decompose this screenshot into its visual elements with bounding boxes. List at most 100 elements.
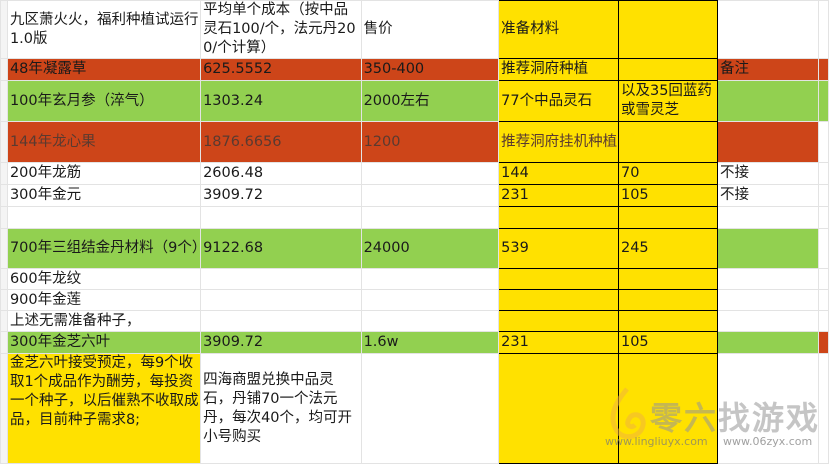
cell[interactable]: 2606.48 [200,162,362,185]
row-gutter[interactable] [0,289,8,311]
cell[interactable]: 700年三组结金丹材料（9个） [6,228,202,269]
cell[interactable]: 3909.72 [200,184,362,207]
cell[interactable]: 备注 [717,58,820,81]
cell[interactable]: 金芝六叶接受预定，每9个收取1个成品作为酬劳，每投资一个种子，以后催熟不收取成品… [6,353,202,464]
cell[interactable]: 144 [498,162,619,185]
cell[interactable] [360,206,500,229]
row-gutter[interactable] [0,331,8,354]
row-gutter[interactable] [0,58,8,81]
cell[interactable] [617,206,719,229]
cell[interactable] [360,268,500,290]
cell[interactable] [818,206,829,229]
cell[interactable] [200,268,362,290]
cell[interactable] [818,121,829,163]
cell[interactable] [717,310,820,332]
cell[interactable] [818,268,829,290]
cell[interactable]: 77个中品灵石 [498,80,619,122]
cell[interactable]: 四海商盟兑换中品灵石，丹铺70一个法元丹，每次40个，均可开小号购买 [200,353,362,464]
row-gutter[interactable] [0,80,8,122]
cell[interactable]: 1303.24 [200,80,362,122]
cell[interactable]: 1200 [360,121,500,163]
cell[interactable] [717,206,820,229]
row-gutter[interactable] [0,353,8,464]
row-gutter[interactable] [0,268,8,290]
cell[interactable]: 300年金芝六叶 [6,331,202,354]
cell[interactable] [818,184,829,207]
cell[interactable] [617,0,719,59]
cell[interactable]: 平均单个成本（按中品灵石100/个，法元丹200/个计算） [200,0,362,59]
cell[interactable]: 九区萧火火，福利种植试运行1.0版 [6,0,202,59]
cell[interactable] [360,353,500,464]
cell[interactable]: 300年金元 [6,184,202,207]
cell[interactable] [498,353,619,464]
cell[interactable] [617,310,719,332]
cell[interactable]: 105 [617,184,719,207]
cell[interactable]: 100年玄月参（淬气） [6,80,202,122]
row-gutter[interactable] [0,0,8,59]
cell[interactable] [818,353,829,464]
cell[interactable] [617,121,719,163]
cell[interactable]: 625.5552 [200,58,362,81]
cell[interactable] [818,162,829,185]
cell[interactable]: 200年龙筋 [6,162,202,185]
cell[interactable] [818,58,829,81]
cell[interactable] [200,310,362,332]
cell[interactable]: 2000左右 [360,80,500,122]
cell[interactable] [717,353,820,464]
cell[interactable]: 48年凝露草 [6,58,202,81]
cell[interactable]: 600年龙纹 [6,268,202,290]
cell[interactable] [200,289,362,311]
cell[interactable] [617,268,719,290]
cell[interactable]: 231 [498,331,619,354]
cell[interactable]: 350-400 [360,58,500,81]
cell[interactable] [717,228,820,269]
cell[interactable] [200,206,362,229]
cell[interactable] [617,289,719,311]
cell[interactable]: 144年龙心果 [6,121,202,163]
cell[interactable]: 900年金莲 [6,289,202,311]
cell[interactable] [498,310,619,332]
cell[interactable] [717,0,820,59]
cell[interactable] [818,310,829,332]
cell[interactable]: 9122.68 [200,228,362,269]
cell[interactable] [617,58,719,81]
cell[interactable]: 231 [498,184,619,207]
row-gutter[interactable] [0,228,8,269]
cell[interactable]: 准备材料 [498,0,619,59]
cell[interactable] [360,289,500,311]
cell[interactable] [717,331,820,354]
cell[interactable] [617,353,719,464]
cell[interactable]: 不接 [717,184,820,207]
cell[interactable]: 24000 [360,228,500,269]
cell[interactable] [818,80,829,122]
row-gutter[interactable] [0,162,8,185]
cell[interactable]: 售价 [360,0,500,59]
cell[interactable] [498,268,619,290]
cell[interactable]: 1.6w [360,331,500,354]
cell[interactable] [717,289,820,311]
cell[interactable] [818,228,829,269]
cell[interactable] [717,80,820,122]
cell[interactable] [360,184,500,207]
cell[interactable]: 上述无需准备种子， [6,310,202,332]
row-gutter[interactable] [0,121,8,163]
cell[interactable] [360,310,500,332]
cell[interactable] [818,331,829,354]
cell[interactable] [717,268,820,290]
cell[interactable] [498,206,619,229]
row-gutter[interactable] [0,184,8,207]
cell[interactable]: 1876.6656 [200,121,362,163]
cell[interactable]: 不接 [717,162,820,185]
cell[interactable]: 推荐洞府种植 [498,58,619,81]
cell[interactable] [818,289,829,311]
row-gutter[interactable] [0,310,8,332]
cell[interactable]: 70 [617,162,719,185]
cell[interactable]: 539 [498,228,619,269]
cell[interactable]: 推荐洞府挂机种植 [498,121,619,163]
cell[interactable] [360,162,500,185]
cell[interactable] [6,206,202,229]
cell[interactable]: 3909.72 [200,331,362,354]
row-gutter[interactable] [0,206,8,229]
cell[interactable]: 105 [617,331,719,354]
cell[interactable]: 以及35回蓝药或雪灵芝 [617,80,719,122]
